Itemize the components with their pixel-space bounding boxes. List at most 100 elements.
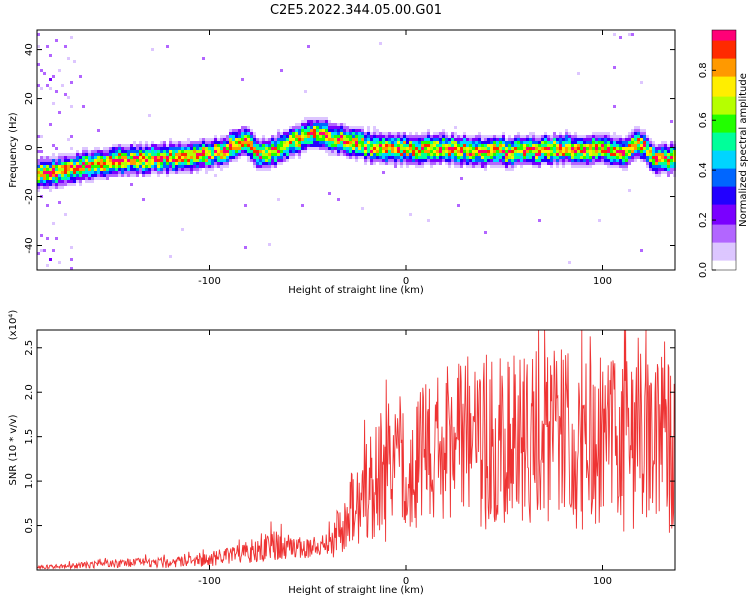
spectrogram-cell — [619, 138, 622, 141]
spectrogram-cell — [313, 117, 316, 120]
spectrogram-cell — [220, 156, 223, 159]
spectrogram-cell — [541, 144, 544, 147]
spectrogram-cell — [445, 150, 448, 153]
spectrogram-cell — [76, 180, 79, 183]
spectrogram-cell — [517, 159, 520, 162]
spectrogram-cell — [346, 132, 349, 135]
spectrogram-cell — [592, 159, 595, 162]
spectrogram-cell — [415, 159, 418, 162]
spectrogram-cell — [85, 171, 88, 174]
spectrogram-cell — [556, 135, 559, 138]
spectrogram-cell — [55, 39, 58, 42]
spectrogram-cell — [478, 144, 481, 147]
spectrogram-cell — [562, 165, 565, 168]
spectrogram-cell — [421, 156, 424, 159]
spectrogram-cell — [613, 147, 616, 150]
spectrogram-cell — [166, 153, 169, 156]
spectrogram-cell — [247, 144, 250, 147]
spectrogram-cell — [346, 147, 349, 150]
spectrogram-cell — [646, 138, 649, 141]
spectrogram-cell — [88, 168, 91, 171]
spectrogram-cell — [100, 153, 103, 156]
spectrogram-cell — [307, 45, 310, 48]
spectrogram-cell — [400, 132, 403, 135]
spectrogram-cell — [337, 135, 340, 138]
spectrogram-cell — [598, 135, 601, 138]
spectrogram-cell — [223, 162, 226, 165]
spectrogram-cell — [43, 249, 46, 252]
spectrogram-cell — [604, 147, 607, 150]
spectrogram-cell — [532, 144, 535, 147]
spectrogram-cell — [433, 132, 436, 135]
spectrogram-cell — [379, 153, 382, 156]
spectrogram-cell — [643, 150, 646, 153]
spectrogram-cell — [457, 159, 460, 162]
spectrogram-cell — [550, 156, 553, 159]
colorbar-swatch — [712, 94, 736, 97]
spectrogram-cell — [424, 159, 427, 162]
colorbar-swatch — [712, 182, 736, 185]
spectrogram-cell — [295, 126, 298, 129]
spectrogram-cell — [592, 141, 595, 144]
spectrogram-cell — [88, 156, 91, 159]
spectrogram-cell — [238, 147, 241, 150]
spectrogram-cell — [121, 144, 124, 147]
spectrogram-cell — [595, 156, 598, 159]
spectrogram-cell — [52, 102, 55, 105]
spectrogram-cell — [55, 165, 58, 168]
spectrogram-cell — [85, 162, 88, 165]
spectrogram-cell — [382, 153, 385, 156]
spectrogram-cell — [640, 159, 643, 162]
spectrogram-cell — [652, 153, 655, 156]
spectrogram-cell — [91, 180, 94, 183]
spectrogram-cell — [298, 144, 301, 147]
spectrogram-cell — [640, 141, 643, 144]
spectrogram-cell — [313, 138, 316, 141]
spectrogram-cell — [259, 138, 262, 141]
spectrogram-cell — [475, 150, 478, 153]
spectrogram-cell — [190, 168, 193, 171]
spectrogram-cell — [196, 144, 199, 147]
spectrogram-cell — [562, 144, 565, 147]
spectrogram-cell — [622, 156, 625, 159]
spectrogram-cell — [157, 162, 160, 165]
spectrogram-cell — [199, 156, 202, 159]
spectrogram-cell — [475, 156, 478, 159]
spectrogram-cell — [253, 138, 256, 141]
spectrogram-cell — [163, 156, 166, 159]
spectrogram-cell — [208, 168, 211, 171]
spectrogram-cell — [556, 141, 559, 144]
spectrogram-cell — [367, 141, 370, 144]
spectrogram-cell — [127, 153, 130, 156]
spectrogram-cell — [88, 159, 91, 162]
spectrogram-cell — [187, 153, 190, 156]
spectrogram-cell — [349, 150, 352, 153]
spectrogram-cell — [613, 153, 616, 156]
spectrogram-cell — [613, 156, 616, 159]
spectrogram-cell — [328, 126, 331, 129]
spectrogram-cell — [601, 147, 604, 150]
spectrogram-cell — [664, 162, 667, 165]
spectrogram-cell — [586, 138, 589, 141]
spectrogram-cell — [646, 153, 649, 156]
spectrogram-cell — [586, 153, 589, 156]
spectrogram-cell — [388, 135, 391, 138]
spectrogram-cell — [91, 159, 94, 162]
spectrogram-cell — [349, 147, 352, 150]
spectrogram-cell — [574, 132, 577, 135]
spectrogram-cell — [265, 165, 268, 168]
spectrogram-cell — [256, 141, 259, 144]
spectrogram-cell — [523, 141, 526, 144]
colorbar-swatch — [712, 88, 736, 91]
spectrogram-cell — [205, 171, 208, 174]
spectrogram-cell — [37, 33, 40, 36]
spectrogram-cell — [85, 156, 88, 159]
spectrogram-cell — [433, 156, 436, 159]
spectrogram-cell — [154, 159, 157, 162]
spectrogram-cell — [184, 162, 187, 165]
spectrogram-cell — [469, 150, 472, 153]
spectrogram-cell — [283, 132, 286, 135]
spectrogram-cell — [628, 144, 631, 147]
spectrogram-cell — [73, 180, 76, 183]
spectrogram-cell — [196, 153, 199, 156]
